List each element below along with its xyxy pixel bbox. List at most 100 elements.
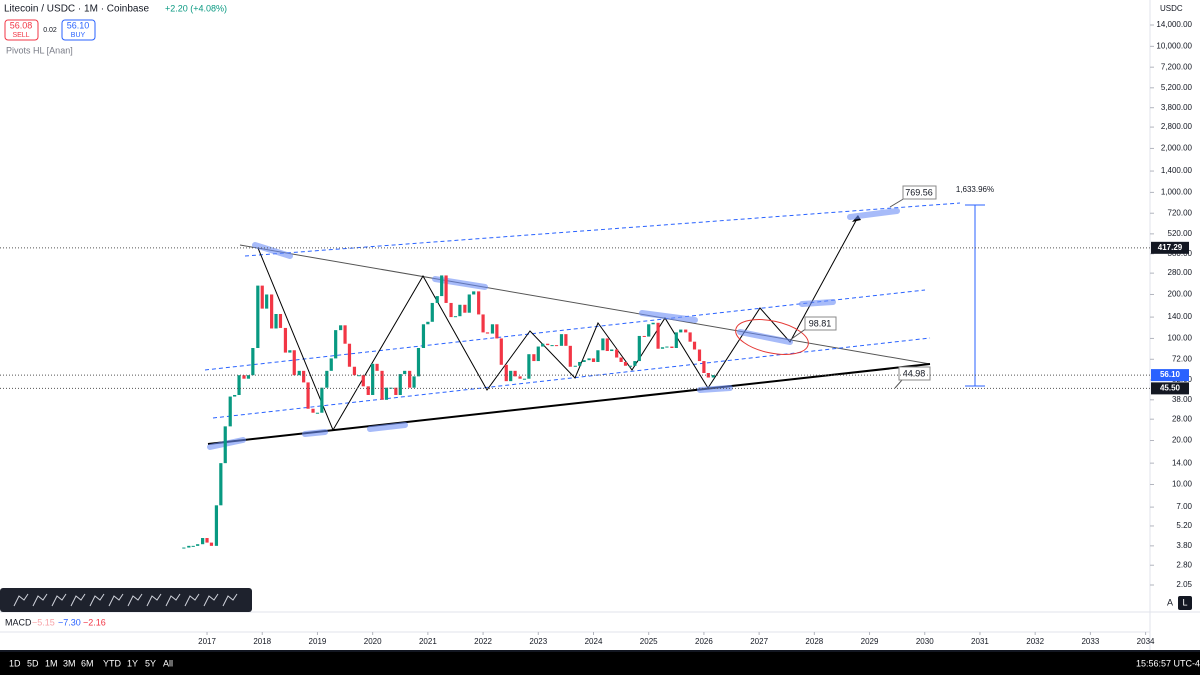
candle: [444, 275, 448, 303]
candle: [453, 316, 458, 318]
candle: [490, 324, 495, 334]
candle: [674, 332, 678, 349]
tool-icon[interactable]: [70, 593, 86, 607]
range-button[interactable]: All: [163, 658, 173, 668]
x-tick-label: 2033: [1081, 637, 1099, 646]
x-tick-label: 2032: [1026, 637, 1044, 646]
candle: [702, 361, 706, 373]
y-tick-label: 7,200.00: [1161, 62, 1193, 71]
range-button[interactable]: 5D: [27, 658, 39, 668]
candle: [647, 324, 651, 337]
candle: [398, 374, 402, 395]
candle: [458, 304, 462, 317]
tool-icon[interactable]: [165, 593, 181, 607]
candle: [665, 346, 669, 348]
candle: [467, 294, 471, 313]
candle: [403, 370, 407, 375]
x-tick-label: 2029: [861, 637, 879, 646]
range-button[interactable]: 3M: [63, 658, 76, 668]
callout: 44.98: [903, 368, 926, 378]
candle: [499, 338, 503, 365]
tool-icon[interactable]: [51, 593, 67, 607]
candle: [615, 349, 619, 358]
range-button[interactable]: 1Y: [127, 658, 138, 668]
tool-icon[interactable]: [32, 593, 48, 607]
candle: [559, 334, 564, 346]
tool-icon[interactable]: [146, 593, 162, 607]
drawings: [204, 197, 985, 450]
range-button[interactable]: YTD: [103, 658, 122, 668]
callout: 769.56: [905, 187, 933, 197]
candle: [283, 327, 288, 353]
y-tick-label: 3.80: [1176, 541, 1192, 550]
y-tick-label: 10,000.00: [1156, 41, 1192, 50]
candle: [522, 378, 527, 380]
range-button[interactable]: 1D: [9, 658, 21, 668]
candle: [325, 370, 329, 388]
log-scale[interactable]: L: [1182, 597, 1187, 607]
measure-label: 1,633.96%: [956, 185, 994, 194]
clock: 15:56:57 UTC-4: [1136, 658, 1200, 668]
x-tick-label: 2018: [253, 637, 271, 646]
candle: [481, 314, 485, 333]
y-tick-label: 200.00: [1168, 290, 1193, 299]
drawing-toolbar[interactable]: [0, 588, 252, 612]
sell-button[interactable]: [4, 19, 39, 41]
auto-scale[interactable]: A: [1167, 597, 1173, 607]
candle: [651, 322, 655, 325]
zigzag: [257, 216, 859, 432]
x-tick-label: 2020: [364, 637, 382, 646]
candle: [449, 302, 453, 318]
tool-icon[interactable]: [108, 593, 124, 607]
candle: [670, 346, 674, 349]
price-label-box: [1151, 241, 1189, 254]
candle: [292, 350, 296, 376]
x-tick-label: 2023: [529, 637, 547, 646]
candle: [697, 349, 702, 362]
candle: [201, 538, 205, 545]
tool-icon[interactable]: [89, 593, 105, 607]
candle: [578, 361, 582, 366]
candle: [628, 365, 633, 367]
candle: [440, 275, 444, 297]
range-button[interactable]: 6M: [81, 658, 94, 668]
candle: [472, 291, 476, 295]
candle: [237, 375, 241, 395]
price-label: 56.10: [1160, 370, 1181, 379]
y-tick-label: 14,000.00: [1156, 20, 1192, 29]
candle: [352, 366, 357, 376]
candle: [610, 349, 614, 352]
candle: [688, 332, 692, 342]
candle: [366, 386, 370, 395]
symbol: Litecoin / USDC · 1M · Coinbase: [4, 4, 149, 15]
candle: [288, 350, 292, 353]
tool-icon[interactable]: [203, 593, 219, 607]
tool-icon[interactable]: [184, 593, 200, 607]
tool-icon[interactable]: [13, 593, 29, 607]
tool-icon[interactable]: [127, 593, 143, 607]
log-scale-button[interactable]: [1178, 596, 1192, 610]
candle: [182, 547, 186, 549]
x-tick-label: 2030: [916, 637, 934, 646]
y-tick-label: 2,000.00: [1161, 144, 1193, 153]
sell-price: 56.08: [10, 20, 33, 30]
candle: [463, 304, 467, 313]
y-tick-label: 280.00: [1168, 268, 1193, 277]
candle: [656, 322, 660, 349]
buy-label: BUY: [71, 32, 86, 39]
tool-icon[interactable]: [222, 593, 238, 607]
price-axis: [1150, 0, 1200, 612]
range-button[interactable]: 1M: [45, 658, 58, 668]
price-label-box: [1151, 369, 1189, 382]
candle: [412, 376, 416, 388]
candle: [343, 325, 347, 344]
y-tick-label: 520.00: [1168, 229, 1193, 238]
candle: [256, 285, 260, 349]
candle: [554, 345, 559, 347]
range-button[interactable]: 5Y: [145, 658, 156, 668]
price-label: 417.29: [1158, 243, 1183, 252]
candle: [601, 338, 605, 351]
candle: [334, 330, 338, 359]
buy-button[interactable]: [61, 19, 96, 41]
candle: [485, 332, 490, 334]
